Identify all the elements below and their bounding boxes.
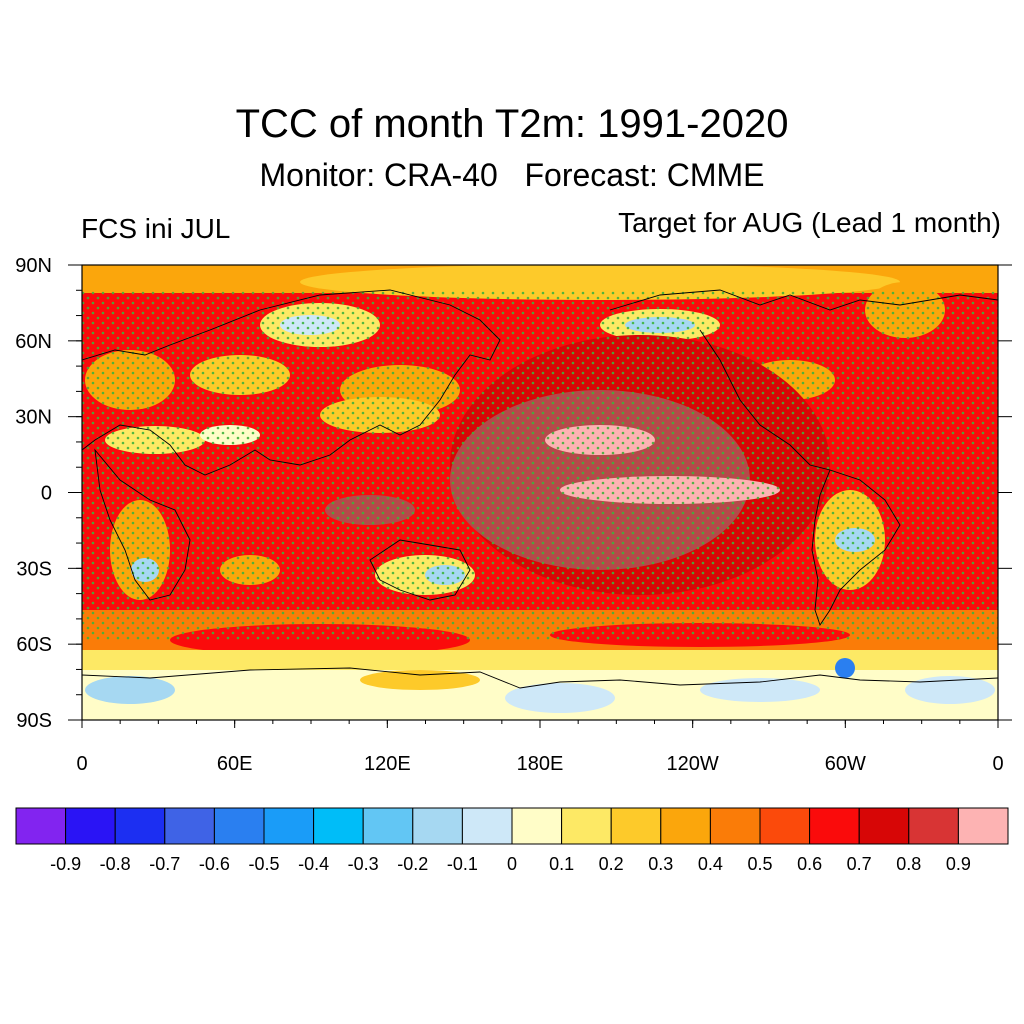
colorbar-box (561, 807, 612, 845)
lon-tick-label: 120E (364, 753, 411, 775)
coastlines (82, 289, 998, 689)
colorbar-tick-label: 0.1 (549, 854, 574, 874)
lat-tick-label: 90N (15, 255, 52, 277)
colorbar-box (412, 807, 463, 845)
colorbar-tick-label: -0.9 (50, 854, 81, 874)
lat-tick-label: 30S (16, 558, 52, 580)
colorbar-box (65, 807, 116, 845)
colorbar-box (114, 807, 166, 845)
colorbar-box (957, 807, 1009, 845)
colorbar: -0.9 -0.8 -0.7 -0.6 -0.5 -0.4 -0.3 -0.2 -0.1 0 0.1… (15, 807, 1009, 874)
colorbar-tick-label: -0.5 (248, 854, 279, 874)
colorbar-boxes (15, 807, 1009, 845)
colorbar-box (15, 807, 67, 845)
colorbar-tick-label: 0.7 (847, 854, 872, 874)
colorbar-tick-label: -0.7 (149, 854, 180, 874)
colorbar-box (213, 807, 265, 845)
lat-tick-label: 60S (16, 634, 52, 656)
chart-subtitle: Monitor: CRA-40 Forecast: CMME (259, 157, 765, 193)
colorbar-box (362, 807, 414, 845)
significance-stippling (82, 290, 998, 640)
colorbar-labels: -0.9 -0.8 -0.7 -0.6 -0.5 -0.4 -0.3 -0.2 -0.1 0 0.1… (50, 854, 971, 874)
target-label: Target for AUG (Lead 1 month) (618, 207, 1001, 238)
colorbar-tick-label: 0 (507, 854, 517, 874)
colorbar-box (908, 807, 959, 845)
lon-tick-label: 0 (992, 753, 1003, 775)
colorbar-box (263, 807, 315, 845)
lat-tick-label: 90S (16, 710, 52, 732)
lon-tick-label: 0 (76, 753, 87, 775)
colorbar-box (511, 807, 563, 845)
colorbar-box (610, 807, 662, 845)
colorbar-box (809, 807, 860, 845)
colorbar-tick-label: 0.5 (747, 854, 772, 874)
lat-tick-labels: 90N 60N 30N 0 30S 60S 90S (15, 255, 1012, 732)
lon-tick-label: 120W (667, 753, 719, 775)
colorbar-tick-label: 0.3 (648, 854, 673, 874)
colorbar-tick-label: 0.8 (896, 854, 921, 874)
colorbar-box (461, 807, 513, 845)
lon-tick-label: 60W (825, 753, 866, 775)
lat-tick-label: 30N (15, 407, 52, 429)
lon-tick-labels: 0 60E 120E 180E 120W 60W 0 (76, 720, 1004, 775)
colorbar-tick-label: -0.4 (298, 854, 329, 874)
colorbar-box (759, 807, 811, 845)
colorbar-box (660, 807, 711, 845)
init-label: FCS ini JUL (81, 213, 231, 244)
lat-tick-label: 0 (41, 483, 52, 505)
colorbar-box (709, 807, 761, 845)
colorbar-box (858, 807, 910, 845)
correlation-map: 0 60E 120E 180E 120W 60W 0 90N 60N 30N 0 30S 60S 90S (15, 255, 1012, 775)
colorbar-tick-label: -0.1 (447, 854, 478, 874)
colorbar-tick-label: -0.2 (397, 854, 428, 874)
chart-title: TCC of month T2m: 1991-2020 (235, 102, 789, 146)
lat-tick-label: 60N (15, 331, 52, 353)
colorbar-tick-label: 0.6 (797, 854, 822, 874)
colorbar-box (164, 807, 215, 845)
colorbar-tick-label: -0.3 (348, 854, 379, 874)
map-field (82, 265, 998, 720)
colorbar-tick-label: 0.9 (946, 854, 971, 874)
colorbar-tick-label: 0.4 (698, 854, 723, 874)
colorbar-tick-label: -0.6 (199, 854, 230, 874)
colorbar-tick-label: -0.8 (100, 854, 131, 874)
colorbar-box (313, 807, 364, 845)
colorbar-tick-label: 0.2 (599, 854, 624, 874)
lon-tick-label: 60E (217, 753, 253, 775)
lon-tick-label: 180E (517, 753, 564, 775)
